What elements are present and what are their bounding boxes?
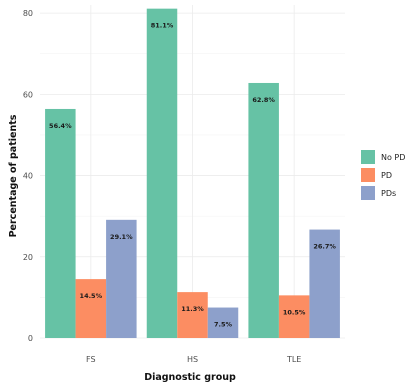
bar bbox=[309, 229, 340, 338]
bar bbox=[177, 292, 208, 338]
bars-group bbox=[45, 8, 340, 339]
y-tick-label: 60 bbox=[23, 90, 33, 99]
y-tick-label: 20 bbox=[23, 253, 33, 262]
legend-swatch bbox=[361, 186, 375, 200]
bar-value-label: 81.1% bbox=[151, 22, 174, 30]
legend: No PD PD PDs bbox=[361, 150, 405, 200]
bar-value-label: 10.5% bbox=[283, 308, 306, 316]
y-tick-label: 40 bbox=[23, 172, 33, 181]
x-tick-label: FS bbox=[86, 355, 96, 364]
bar-value-label: 26.7% bbox=[313, 243, 336, 251]
y-tick-label: 0 bbox=[28, 334, 33, 343]
x-tick-label: TLE bbox=[286, 355, 301, 364]
y-tick-label: 80 bbox=[23, 9, 33, 18]
bar-value-label: 56.4% bbox=[49, 122, 72, 130]
x-axis-title: Diagnostic group bbox=[144, 372, 236, 383]
legend-label: PD bbox=[381, 171, 392, 180]
bar bbox=[106, 219, 137, 338]
legend-label: No PD bbox=[381, 153, 405, 162]
bar-value-label: 14.5% bbox=[80, 292, 103, 300]
bar-value-label: 29.1% bbox=[110, 233, 133, 241]
bar bbox=[207, 307, 239, 338]
y-axis-title: Percentage of patients bbox=[8, 114, 19, 237]
bar-value-label: 7.5% bbox=[214, 321, 233, 329]
bar bbox=[248, 82, 279, 338]
data-labels-group: 56.4% 14.5% 29.1% 81.1% 11.3% 7.5% 62.8% 10.5% 2… bbox=[49, 22, 336, 329]
bar bbox=[45, 108, 76, 339]
bar bbox=[278, 295, 310, 338]
legend-swatch bbox=[361, 168, 375, 182]
x-tick-label: HS bbox=[187, 355, 198, 364]
x-axis-ticks: FS HS TLE bbox=[86, 355, 301, 364]
legend-swatch bbox=[361, 150, 375, 164]
bar-value-label: 62.8% bbox=[252, 96, 275, 104]
bar-value-label: 11.3% bbox=[181, 305, 204, 313]
y-axis-ticks: 0 20 40 60 80 bbox=[23, 9, 33, 343]
bar bbox=[146, 8, 178, 339]
legend-label: PDs bbox=[381, 189, 396, 198]
bar bbox=[75, 279, 107, 338]
